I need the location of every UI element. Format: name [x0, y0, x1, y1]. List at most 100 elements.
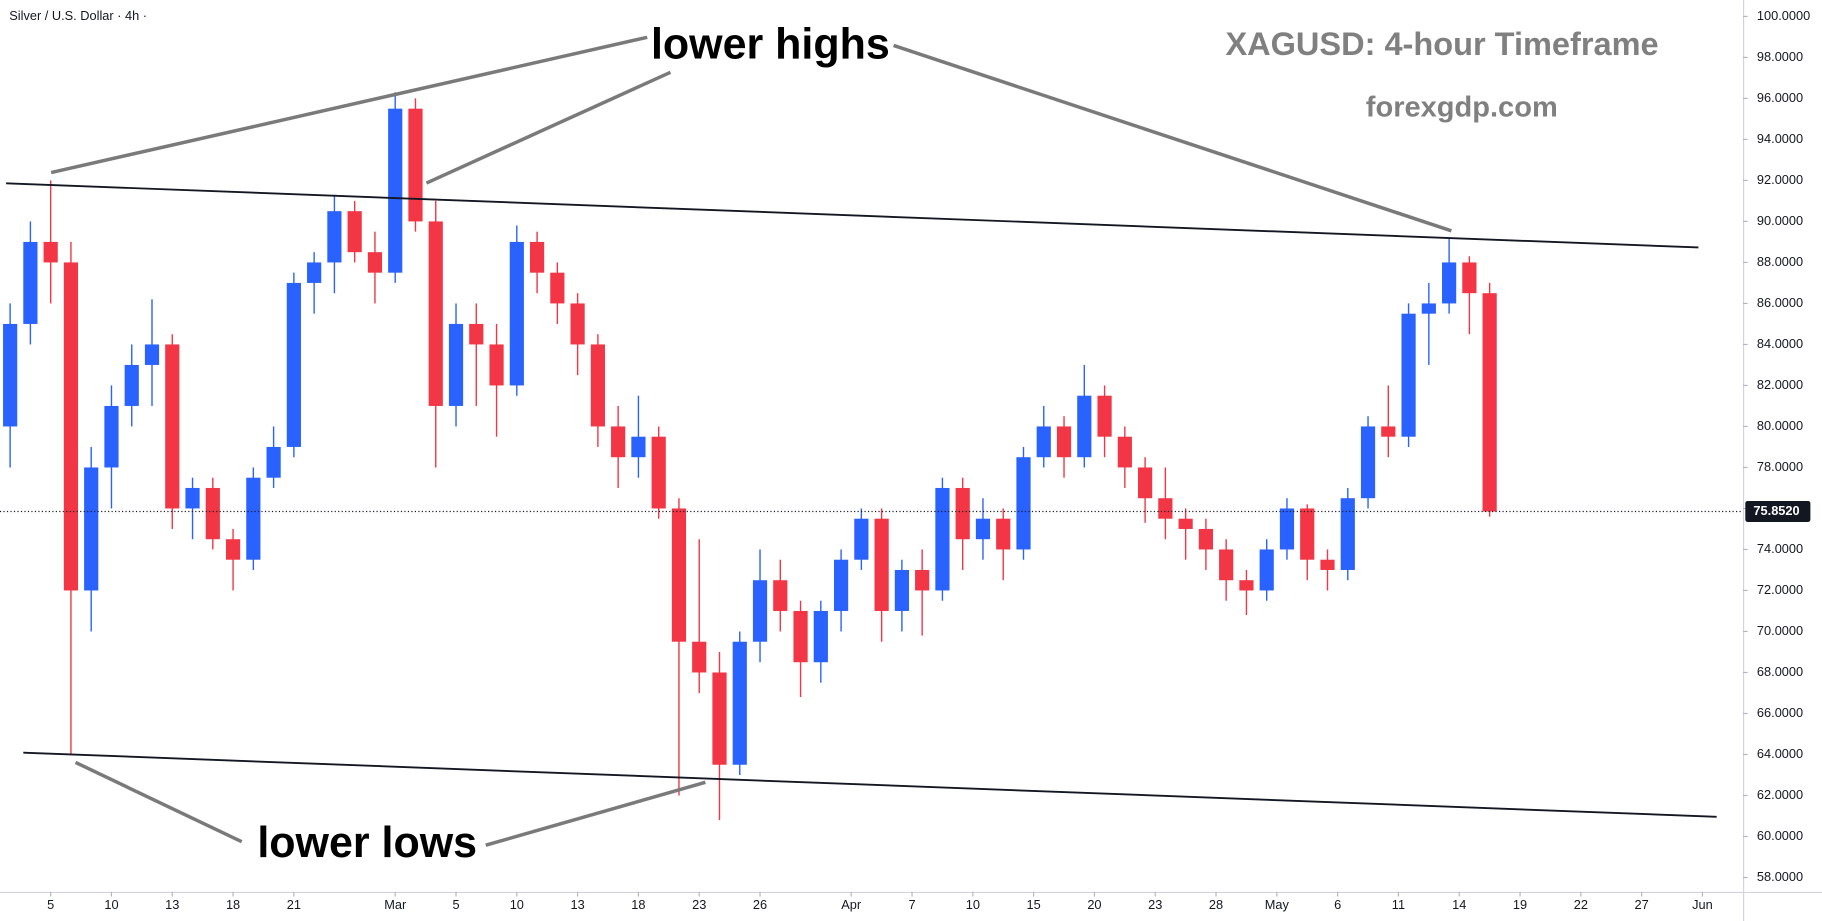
- x-tick-label: 5: [452, 897, 459, 912]
- x-tick-label: 13: [571, 897, 585, 912]
- y-tick-label: 94.0000: [1757, 131, 1803, 146]
- y-tick-label: 58.0000: [1757, 869, 1803, 884]
- candle-body: [367, 252, 383, 273]
- y-tick-label: 98.0000: [1757, 49, 1803, 64]
- candle-body: [996, 518, 1011, 550]
- candle-body: [611, 426, 626, 458]
- candle-body: [165, 344, 180, 509]
- candle-body: [1117, 436, 1132, 468]
- candle-body: [246, 477, 261, 560]
- candle-body: [692, 641, 707, 673]
- annotation: lower lows: [257, 819, 477, 867]
- x-tick-label: Mar: [384, 897, 407, 912]
- candle-body: [286, 282, 301, 447]
- candle-body: [1340, 498, 1355, 570]
- y-tick-label: 78.0000: [1757, 459, 1803, 474]
- candle-body: [144, 344, 160, 365]
- x-tick-label: 21: [287, 897, 301, 912]
- y-tick-label: 70.0000: [1757, 623, 1803, 638]
- candle-body: [347, 211, 362, 253]
- pointer-lines: [50, 35, 1452, 847]
- candle-body: [63, 262, 79, 591]
- y-tick-label: 60.0000: [1757, 828, 1803, 843]
- candle-body: [570, 303, 585, 345]
- candle-body: [590, 344, 605, 427]
- x-tick-label: 22: [1574, 897, 1588, 912]
- x-tick-label: 19: [1513, 897, 1527, 912]
- candle-body: [712, 672, 727, 765]
- candle-body: [1381, 426, 1396, 437]
- last-price-box: [1745, 501, 1811, 522]
- y-tick-label: 92.0000: [1757, 172, 1803, 187]
- x-tick-label: Apr: [841, 897, 862, 912]
- y-tick-label: 66.0000: [1757, 705, 1803, 720]
- pointer-line: [74, 760, 243, 844]
- candle-body: [915, 569, 930, 591]
- plot: [3, 92, 1717, 821]
- y-tick-label: 80.0000: [1757, 418, 1803, 433]
- candle-body: [1178, 518, 1193, 529]
- x-tick-label: 26: [753, 897, 767, 912]
- candle-body: [935, 487, 950, 591]
- candle-body: [1401, 313, 1416, 437]
- candle-body: [631, 436, 646, 458]
- candle-body: [874, 518, 889, 611]
- x-tick-label: 14: [1452, 897, 1466, 912]
- trendline: [6, 182, 1699, 249]
- candle-body: [1320, 559, 1335, 570]
- candle-body: [1462, 262, 1477, 294]
- y-tick-label: 68.0000: [1757, 664, 1803, 679]
- symbol-title: Silver / U.S. Dollar · 4h ·: [9, 8, 147, 23]
- candle-body: [833, 559, 849, 611]
- candle-body: [1259, 549, 1274, 591]
- candle-body: [773, 580, 788, 611]
- candle-body: [894, 569, 909, 611]
- candle-body: [813, 610, 828, 663]
- candle-body: [1421, 303, 1436, 314]
- x-tick-label: 15: [1027, 897, 1041, 912]
- x-tick-label: 5: [47, 897, 54, 912]
- candle-body: [3, 323, 18, 427]
- candle-body: [185, 487, 200, 509]
- candle-body: [509, 241, 524, 386]
- candle-body: [651, 436, 666, 509]
- y-tick-label: 82.0000: [1757, 377, 1803, 392]
- y-tick-label: 62.0000: [1757, 787, 1803, 802]
- x-tick-label: 18: [226, 897, 240, 912]
- x-tick-label: Jun: [1692, 897, 1713, 912]
- pointer-line: [425, 70, 672, 185]
- candle-body: [428, 221, 443, 406]
- x-tick-label: 23: [1148, 897, 1162, 912]
- candle-body: [124, 364, 139, 406]
- x-tick-label: 23: [692, 897, 706, 912]
- y-tick-label: 86.0000: [1757, 295, 1803, 310]
- trendline: [23, 751, 1717, 818]
- x-tick-label: 27: [1635, 897, 1649, 912]
- candle-body: [307, 262, 322, 283]
- candle-body: [23, 241, 38, 324]
- y-tick-label: 64.0000: [1757, 746, 1803, 761]
- x-tick-label: 7: [908, 897, 915, 912]
- candle-body: [388, 108, 403, 273]
- candle-body: [43, 241, 58, 263]
- pointer-line: [485, 780, 706, 847]
- last-price-label: 75.8520: [1753, 503, 1799, 518]
- candle-body: [225, 539, 241, 560]
- x-tick-label: 10: [510, 897, 524, 912]
- candle-body: [1239, 580, 1254, 591]
- x-tick-label: 10: [966, 897, 980, 912]
- y-tick-label: 90.0000: [1757, 213, 1803, 228]
- candle-body: [1300, 508, 1315, 560]
- source: forexgdp.com: [1366, 92, 1558, 124]
- x-tick-label: 28: [1209, 897, 1223, 912]
- candle-body: [266, 446, 281, 478]
- x-tick-label: 18: [631, 897, 645, 912]
- pointer-line: [50, 35, 648, 175]
- candle-body: [1219, 549, 1234, 581]
- x-tick-label: 10: [104, 897, 118, 912]
- candle-body: [205, 487, 220, 540]
- candle-body: [1198, 528, 1213, 550]
- x-tick-label: May: [1265, 897, 1290, 912]
